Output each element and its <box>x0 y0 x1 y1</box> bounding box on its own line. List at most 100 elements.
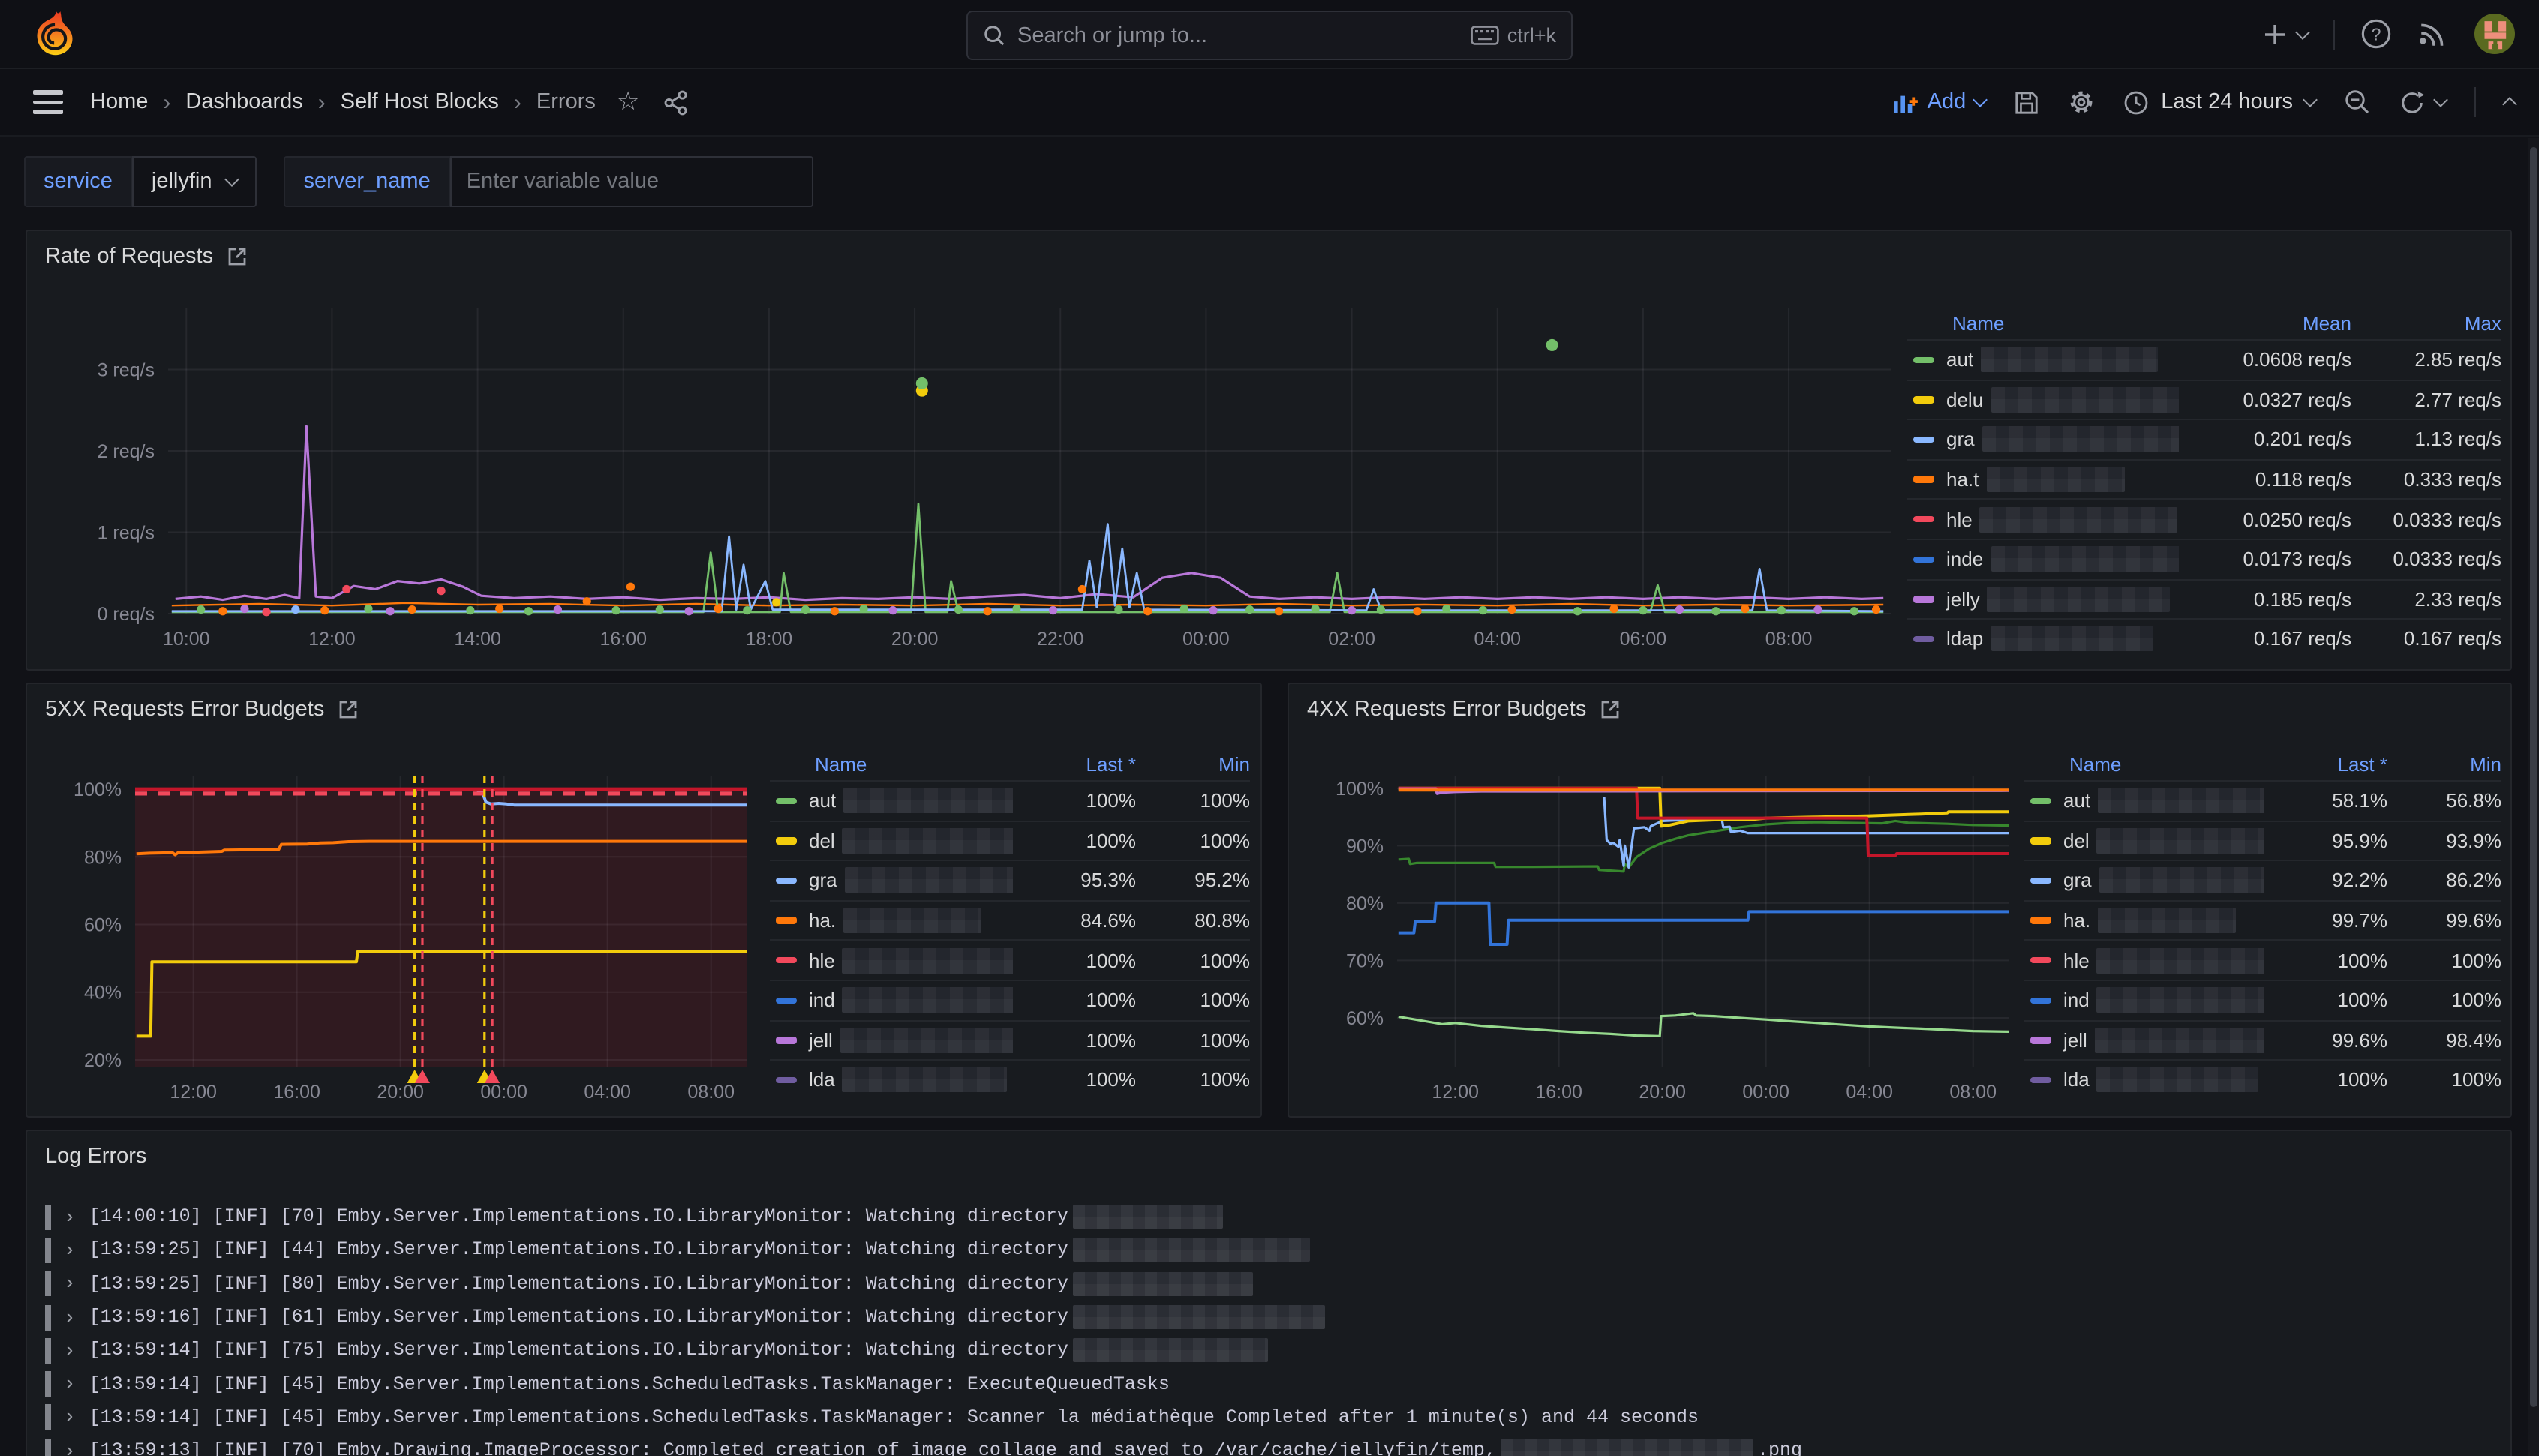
user-avatar[interactable] <box>2474 14 2515 54</box>
share-icon[interactable] <box>663 89 689 115</box>
legend-row[interactable]: ind 100% 100% <box>770 980 1250 1019</box>
series-name[interactable]: ha.t <box>1946 468 1979 491</box>
breadcrumb-dashboards[interactable]: Dashboards <box>185 90 302 114</box>
breadcrumb-home[interactable]: Home <box>90 90 148 114</box>
legend-row[interactable]: ind 100% 100% <box>2024 980 2501 1019</box>
log-line[interactable]: › [14:00:10] [INF] [70] Emby.Server.Impl… <box>45 1200 2492 1234</box>
legend-row[interactable]: jell 99.6% 98.4% <box>2024 1019 2501 1059</box>
legend-row[interactable]: ldap 0.167 req/s 0.167 req/s <box>1907 618 2501 658</box>
series-name[interactable]: aut <box>2063 790 2090 812</box>
log-line[interactable]: › [13:59:25] [INF] [80] Emby.Server.Impl… <box>45 1267 2492 1301</box>
series-name[interactable]: gra <box>809 869 837 892</box>
legend-row[interactable]: aut 0.0608 req/s 2.85 req/s <box>1907 339 2501 379</box>
4xx-error-budgets-chart[interactable]: 60%70%80%90%100%12:0016:0020:0000:0004:0… <box>1301 752 2018 1134</box>
legend-row[interactable]: gra 95.3% 95.2% <box>770 860 1250 899</box>
log-line[interactable]: › [13:59:13] [INF] [70] Emby.Drawing.Ima… <box>45 1434 2492 1456</box>
rate-of-requests-chart[interactable]: 0 req/s1 req/s2 req/s3 req/s10:0012:0014… <box>39 287 1900 662</box>
log-line[interactable]: › [13:59:25] [INF] [44] Emby.Server.Impl… <box>45 1234 2492 1268</box>
5xx-error-budgets-chart[interactable]: 20%40%60%80%100%12:0016:0020:0000:0004:0… <box>39 752 756 1134</box>
series-name[interactable]: aut <box>809 790 836 812</box>
expand-log-icon[interactable]: › <box>64 1205 76 1228</box>
save-dashboard-icon[interactable] <box>2014 89 2039 115</box>
expand-log-icon[interactable]: › <box>64 1239 76 1262</box>
legend-row[interactable]: inde 0.0173 req/s 0.0333 req/s <box>1907 539 2501 578</box>
legend-header-name[interactable]: Name <box>1907 311 2179 334</box>
menu-toggle-icon[interactable] <box>33 91 63 113</box>
legend-row[interactable]: hle 100% 100% <box>2024 940 2501 980</box>
expand-log-icon[interactable]: › <box>64 1306 76 1328</box>
panel-title[interactable]: Rate of Requests <box>45 245 213 269</box>
legend-row[interactable]: gra 0.201 req/s 1.13 req/s <box>1907 419 2501 458</box>
legend-header-mean[interactable]: Mean <box>2179 311 2351 334</box>
legend-row[interactable]: del 100% 100% <box>770 820 1250 860</box>
new-button[interactable] <box>2263 22 2308 46</box>
legend-row[interactable]: jell 100% 100% <box>770 1019 1250 1059</box>
breadcrumb-self-host-blocks[interactable]: Self Host Blocks <box>341 90 499 114</box>
help-icon[interactable]: ? <box>2360 18 2392 50</box>
refresh-button[interactable] <box>2399 89 2446 115</box>
legend-row[interactable]: hle 0.0250 req/s 0.0333 req/s <box>1907 499 2501 539</box>
series-name[interactable]: ha. <box>2063 909 2090 932</box>
expand-log-icon[interactable]: › <box>64 1272 76 1295</box>
series-name[interactable]: del <box>2063 830 2090 852</box>
panel-title[interactable]: 5XX Requests Error Budgets <box>45 698 324 722</box>
scrollbar-thumb[interactable] <box>2530 147 2537 1407</box>
series-name[interactable]: ind <box>2063 989 2090 1012</box>
legend-row[interactable]: gra 92.2% 86.2% <box>2024 860 2501 899</box>
variable-service-select[interactable]: jellyfin <box>132 156 257 207</box>
page-scrollbar[interactable] <box>2528 138 2539 1456</box>
external-link-icon[interactable] <box>227 246 248 267</box>
legend-row[interactable]: ha. 99.7% 99.6% <box>2024 900 2501 940</box>
legend-header-max[interactable]: Max <box>2351 311 2501 334</box>
expand-log-icon[interactable]: › <box>64 1406 76 1429</box>
legend-row[interactable]: aut 58.1% 56.8% <box>2024 780 2501 820</box>
series-name[interactable]: lda <box>2063 1069 2090 1091</box>
series-name[interactable]: ind <box>809 989 835 1012</box>
legend-row[interactable]: ha. 84.6% 80.8% <box>770 900 1250 940</box>
legend-header-name[interactable]: Name <box>2024 752 2264 775</box>
series-name[interactable]: lda <box>809 1069 835 1091</box>
settings-gear-icon[interactable] <box>2068 89 2095 116</box>
expand-log-icon[interactable]: › <box>64 1439 76 1456</box>
series-name[interactable]: jelly <box>1946 588 1980 611</box>
collapse-toolbar-icon[interactable] <box>2502 97 2517 112</box>
zoom-out-icon[interactable] <box>2344 89 2371 116</box>
legend-row[interactable]: ha.t 0.118 req/s 0.333 req/s <box>1907 459 2501 499</box>
series-name[interactable]: jell <box>809 1029 833 1052</box>
grafana-logo-icon[interactable] <box>33 10 78 58</box>
series-name[interactable]: ha. <box>809 909 836 932</box>
legend-row[interactable]: aut 100% 100% <box>770 780 1250 820</box>
legend-row[interactable]: lda 100% 100% <box>770 1059 1250 1099</box>
legend-header-last[interactable]: Last * <box>1013 752 1136 775</box>
series-name[interactable]: jell <box>2063 1029 2087 1052</box>
series-name[interactable]: gra <box>2063 869 2092 892</box>
series-name[interactable]: hle <box>2063 949 2090 971</box>
favorite-star-icon[interactable]: ☆ <box>617 87 640 117</box>
time-range-picker[interactable]: Last 24 hours <box>2123 89 2315 115</box>
legend-row[interactable]: delu 0.0327 req/s 2.77 req/s <box>1907 379 2501 419</box>
expand-log-icon[interactable]: › <box>64 1373 76 1395</box>
expand-log-icon[interactable]: › <box>64 1340 76 1362</box>
variable-server-name-input[interactable] <box>450 156 813 207</box>
series-name[interactable]: del <box>809 830 835 852</box>
legend-header-min[interactable]: Min <box>1136 752 1250 775</box>
log-line[interactable]: › [13:59:14] [INF] [45] Emby.Server.Impl… <box>45 1401 2492 1435</box>
series-name[interactable]: hle <box>1946 508 1973 530</box>
log-line[interactable]: › [13:59:14] [INF] [75] Emby.Server.Impl… <box>45 1334 2492 1367</box>
legend-header-last[interactable]: Last * <box>2264 752 2387 775</box>
search-input[interactable]: Search or jump to... ctrl+k <box>966 11 1573 60</box>
series-name[interactable]: gra <box>1946 428 1975 451</box>
series-name[interactable]: aut <box>1946 349 1973 371</box>
legend-row[interactable]: hle 100% 100% <box>770 940 1250 980</box>
series-name[interactable]: hle <box>809 949 835 971</box>
series-name[interactable]: inde <box>1946 548 1983 571</box>
external-link-icon[interactable] <box>338 699 359 720</box>
panel-title[interactable]: Log Errors <box>45 1145 146 1169</box>
legend-header-min[interactable]: Min <box>2387 752 2501 775</box>
log-line[interactable]: › [13:59:14] [INF] [45] Emby.Server.Impl… <box>45 1367 2492 1401</box>
legend-row[interactable]: del 95.9% 93.9% <box>2024 820 2501 860</box>
log-line[interactable]: › [13:59:16] [INF] [61] Emby.Server.Impl… <box>45 1301 2492 1334</box>
add-panel-button[interactable]: Add <box>1893 90 1986 114</box>
legend-header-name[interactable]: Name <box>770 752 1013 775</box>
legend-row[interactable]: lda 100% 100% <box>2024 1059 2501 1099</box>
